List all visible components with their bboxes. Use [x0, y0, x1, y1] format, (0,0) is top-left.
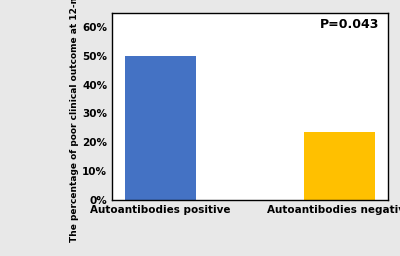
Text: P=0.043: P=0.043 — [320, 18, 380, 31]
Bar — [124, 56, 196, 200]
Y-axis label: The percentage of poor clinical outcome at 12-month: The percentage of poor clinical outcome … — [70, 0, 79, 242]
Bar — [304, 132, 376, 200]
